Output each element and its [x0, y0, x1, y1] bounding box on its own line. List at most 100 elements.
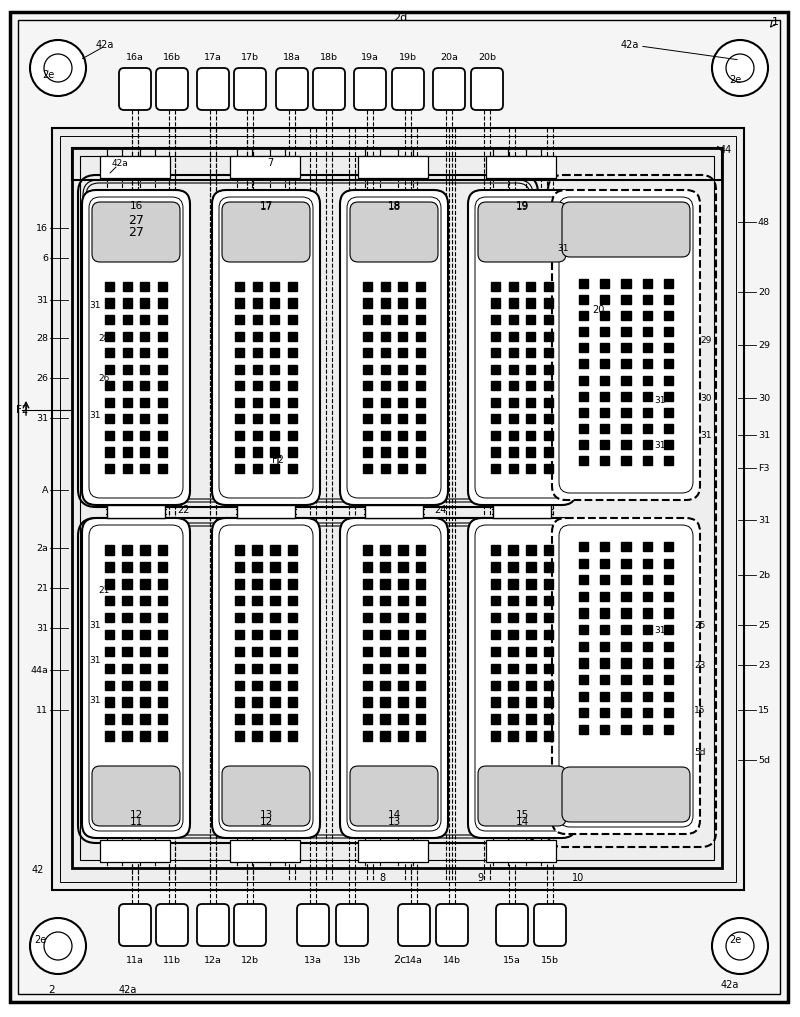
Bar [253, 447, 262, 457]
Bar [491, 562, 500, 572]
Bar [526, 664, 535, 673]
Bar [398, 714, 407, 724]
Text: 18b: 18b [320, 53, 338, 61]
Text: 16a: 16a [126, 53, 144, 61]
Bar [642, 558, 652, 567]
Bar [643, 408, 652, 417]
Bar [122, 414, 132, 423]
Text: 9: 9 [477, 873, 483, 883]
Bar [509, 365, 518, 374]
Bar [526, 680, 535, 691]
Bar [140, 630, 150, 640]
FancyBboxPatch shape [234, 904, 266, 946]
Bar [72, 148, 722, 180]
Bar [643, 424, 652, 433]
Bar [491, 447, 500, 457]
Bar [122, 447, 132, 457]
Bar [158, 381, 167, 391]
Bar [491, 282, 500, 291]
Text: 15: 15 [515, 810, 529, 820]
Text: 20a: 20a [440, 53, 458, 61]
Bar [526, 447, 535, 457]
Bar [622, 608, 630, 617]
Bar [140, 545, 150, 554]
Text: 27: 27 [128, 214, 144, 227]
Text: 23: 23 [694, 660, 706, 669]
Text: 31: 31 [90, 300, 101, 309]
Bar [416, 431, 425, 440]
Bar [491, 680, 500, 691]
Bar [363, 315, 372, 324]
Bar [253, 332, 262, 341]
Bar [600, 408, 609, 417]
Bar [140, 365, 150, 374]
Bar [643, 279, 652, 288]
Bar [544, 664, 553, 673]
Text: 31: 31 [654, 440, 666, 450]
Bar [643, 344, 652, 352]
Bar [622, 408, 630, 417]
FancyBboxPatch shape [82, 190, 190, 505]
Text: 15: 15 [694, 706, 706, 715]
Bar [622, 592, 630, 601]
Bar [381, 348, 390, 357]
Bar [253, 298, 262, 308]
Bar [579, 440, 588, 450]
Bar [664, 327, 673, 337]
Bar [491, 315, 500, 324]
Bar [270, 562, 279, 572]
Bar [544, 647, 553, 656]
Text: 31: 31 [90, 696, 101, 705]
Bar [270, 647, 279, 656]
Bar [416, 464, 425, 473]
Bar [578, 625, 588, 635]
Text: 42a: 42a [112, 159, 128, 168]
Bar [363, 381, 372, 391]
Bar [363, 664, 372, 673]
Bar [509, 731, 518, 740]
Bar [526, 731, 535, 740]
Bar [642, 725, 652, 734]
Bar [381, 698, 390, 707]
Bar [486, 840, 556, 862]
FancyBboxPatch shape [156, 68, 188, 110]
Bar [105, 298, 114, 308]
Bar [105, 365, 114, 374]
Bar [158, 647, 167, 656]
Bar [398, 664, 407, 673]
Bar [509, 315, 518, 324]
Bar [664, 708, 674, 717]
Bar [253, 596, 262, 605]
Bar [526, 545, 535, 554]
Bar [416, 664, 425, 673]
Bar [622, 457, 630, 466]
Bar [544, 332, 553, 341]
Bar [600, 592, 610, 601]
Bar [105, 332, 114, 341]
Bar [622, 392, 630, 401]
Bar [158, 714, 167, 724]
FancyBboxPatch shape [212, 518, 320, 838]
Bar [600, 725, 610, 734]
Text: 10: 10 [572, 873, 584, 883]
Bar [398, 630, 407, 640]
Bar [122, 596, 132, 605]
Bar [416, 630, 425, 640]
Text: 5d: 5d [758, 756, 770, 765]
Text: 17b: 17b [241, 53, 259, 61]
Bar [600, 392, 609, 401]
Bar [158, 398, 167, 407]
Text: 2a: 2a [36, 543, 48, 552]
Text: 13: 13 [387, 817, 401, 827]
Bar [105, 562, 114, 572]
Text: 42a: 42a [621, 40, 639, 50]
Bar [398, 596, 407, 605]
Bar [122, 714, 132, 724]
Bar [235, 282, 244, 291]
Bar [122, 282, 132, 291]
Bar [140, 381, 150, 391]
FancyBboxPatch shape [478, 766, 566, 826]
FancyBboxPatch shape [222, 766, 310, 826]
Bar [140, 596, 150, 605]
Text: 19: 19 [515, 202, 529, 212]
